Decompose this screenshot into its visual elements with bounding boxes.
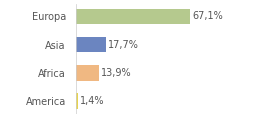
- Bar: [76, 65, 99, 81]
- Bar: [76, 93, 78, 109]
- Bar: [76, 37, 106, 52]
- Text: 1,4%: 1,4%: [80, 96, 104, 106]
- Bar: [76, 9, 190, 24]
- Text: 17,7%: 17,7%: [108, 40, 138, 50]
- Text: 67,1%: 67,1%: [192, 11, 223, 21]
- Text: 13,9%: 13,9%: [101, 68, 132, 78]
